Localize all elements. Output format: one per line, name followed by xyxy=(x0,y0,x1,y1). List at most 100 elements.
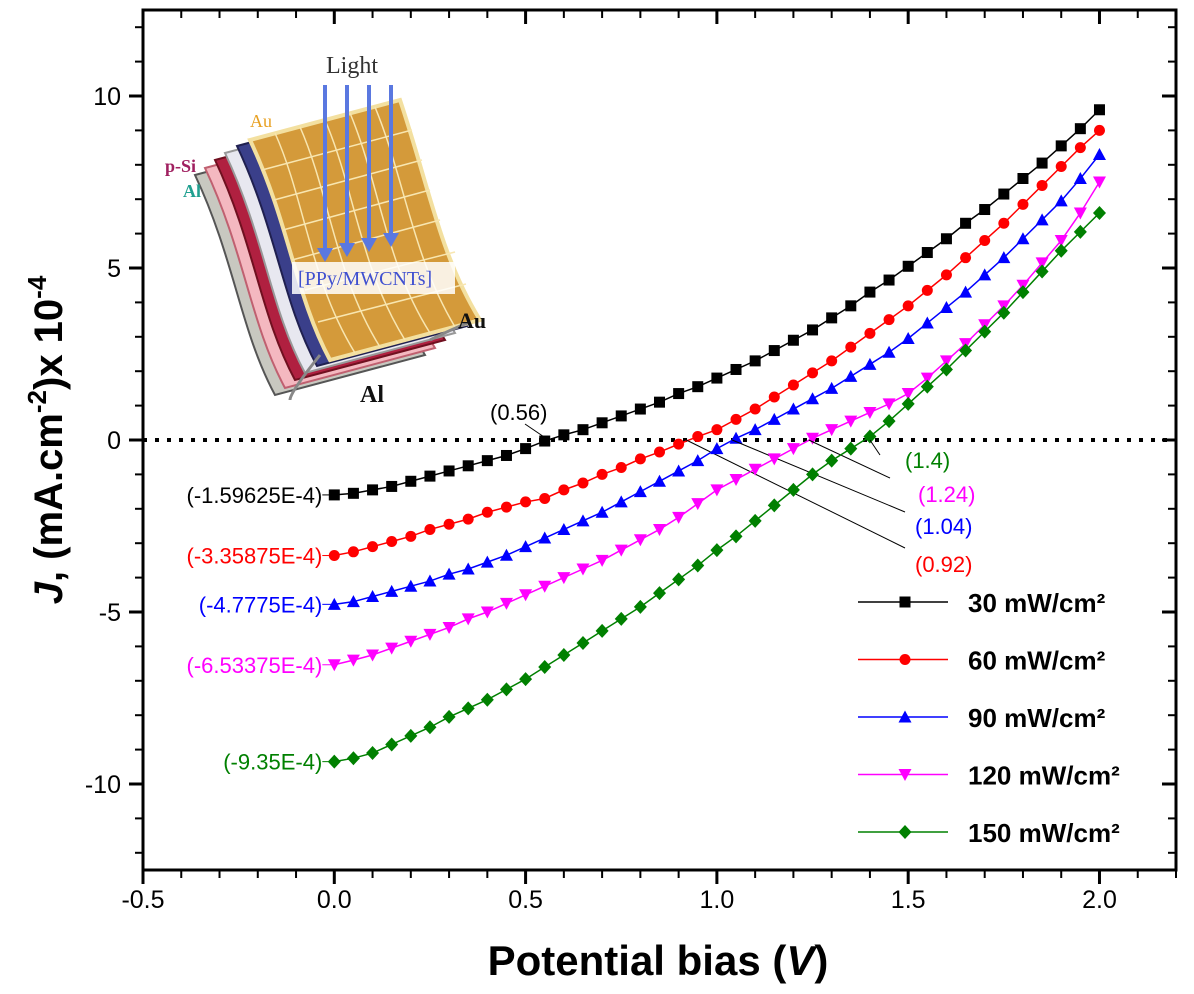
marker xyxy=(595,505,609,518)
marker xyxy=(883,314,895,326)
marker xyxy=(615,410,627,422)
plot-frame xyxy=(141,8,1178,872)
marker xyxy=(940,233,952,245)
marker xyxy=(691,558,705,573)
marker xyxy=(576,514,590,527)
marker xyxy=(748,513,762,528)
marker xyxy=(634,453,646,465)
y-tick-label: 5 xyxy=(107,255,121,283)
marker xyxy=(443,465,455,477)
marker xyxy=(1092,147,1106,160)
marker xyxy=(539,435,551,447)
y-axis-label-part: -2 xyxy=(22,390,52,413)
value-label: (-9.35E-4) xyxy=(223,750,322,775)
inset-label: Al xyxy=(360,382,384,408)
marker xyxy=(1073,207,1087,220)
marker xyxy=(1092,205,1106,220)
marker xyxy=(729,474,743,487)
marker xyxy=(386,480,398,492)
marker xyxy=(672,464,686,477)
marker xyxy=(346,654,360,667)
marker xyxy=(940,269,952,281)
marker xyxy=(461,701,475,716)
marker xyxy=(443,518,455,530)
marker xyxy=(939,301,953,314)
marker xyxy=(844,415,858,428)
legend-marker xyxy=(899,654,911,665)
voc-label: (0.92) xyxy=(915,552,972,577)
marker xyxy=(939,355,953,368)
marker xyxy=(787,379,799,391)
y-tick-label: -5 xyxy=(99,599,121,627)
legend-marker xyxy=(898,769,912,781)
marker xyxy=(520,496,532,508)
marker xyxy=(1017,173,1029,185)
marker xyxy=(997,251,1011,264)
marker xyxy=(882,398,896,411)
marker xyxy=(902,300,914,312)
marker xyxy=(346,595,360,608)
marker xyxy=(654,446,665,458)
marker xyxy=(366,590,380,603)
inset-light-arrows xyxy=(323,85,393,250)
value-label: (-1.59625E-4) xyxy=(187,483,323,508)
marker xyxy=(1017,198,1029,210)
marker xyxy=(596,468,608,480)
marker xyxy=(787,334,799,346)
marker xyxy=(481,455,493,467)
y-tick-label: 10 xyxy=(93,83,121,111)
marker xyxy=(461,562,475,575)
legend-marker xyxy=(899,596,911,608)
marker xyxy=(367,484,379,496)
marker xyxy=(653,523,666,536)
marker xyxy=(1093,104,1105,116)
marker xyxy=(1036,179,1048,191)
inset: Light Au p-Si Al [PPy/MWCNTs] Au Al xyxy=(165,53,486,408)
marker xyxy=(710,442,724,455)
marker xyxy=(595,554,609,567)
marker xyxy=(807,367,819,379)
marker xyxy=(1054,243,1068,258)
marker xyxy=(1073,172,1087,185)
inset-label: Au xyxy=(250,111,272,131)
marker xyxy=(672,572,686,587)
marker xyxy=(863,357,877,370)
marker xyxy=(902,260,914,272)
marker xyxy=(405,530,417,542)
marker xyxy=(385,584,399,597)
marker xyxy=(959,343,973,358)
marker xyxy=(557,648,571,662)
voc-leader xyxy=(524,423,549,441)
marker xyxy=(767,498,781,513)
marker xyxy=(1016,232,1030,245)
marker xyxy=(863,406,877,419)
marker xyxy=(710,484,724,497)
marker xyxy=(921,284,933,296)
marker xyxy=(767,412,781,425)
legend-marker xyxy=(898,710,912,723)
marker xyxy=(1092,176,1106,189)
marker xyxy=(711,424,723,436)
marker xyxy=(1035,213,1049,226)
marker xyxy=(768,345,780,357)
inset-arrow-heads xyxy=(317,233,399,262)
marker xyxy=(767,453,781,466)
legend-label: 60 mW/cm² xyxy=(968,646,1106,676)
marker xyxy=(1055,161,1067,173)
x-axis-label-part: Potential bias ( xyxy=(488,937,787,984)
marker xyxy=(462,513,474,525)
marker xyxy=(520,443,532,455)
marker xyxy=(730,413,742,425)
marker xyxy=(845,341,857,353)
marker xyxy=(978,324,992,339)
marker xyxy=(882,345,896,358)
marker xyxy=(672,511,686,524)
marker xyxy=(595,623,609,638)
marker xyxy=(385,642,399,655)
inset-label: p-Si xyxy=(165,156,196,176)
marker xyxy=(1074,142,1086,154)
x-tick-label: 0.5 xyxy=(508,886,543,914)
marker xyxy=(423,720,437,735)
marker xyxy=(442,621,456,634)
x-tick-label: 1.0 xyxy=(700,886,735,914)
